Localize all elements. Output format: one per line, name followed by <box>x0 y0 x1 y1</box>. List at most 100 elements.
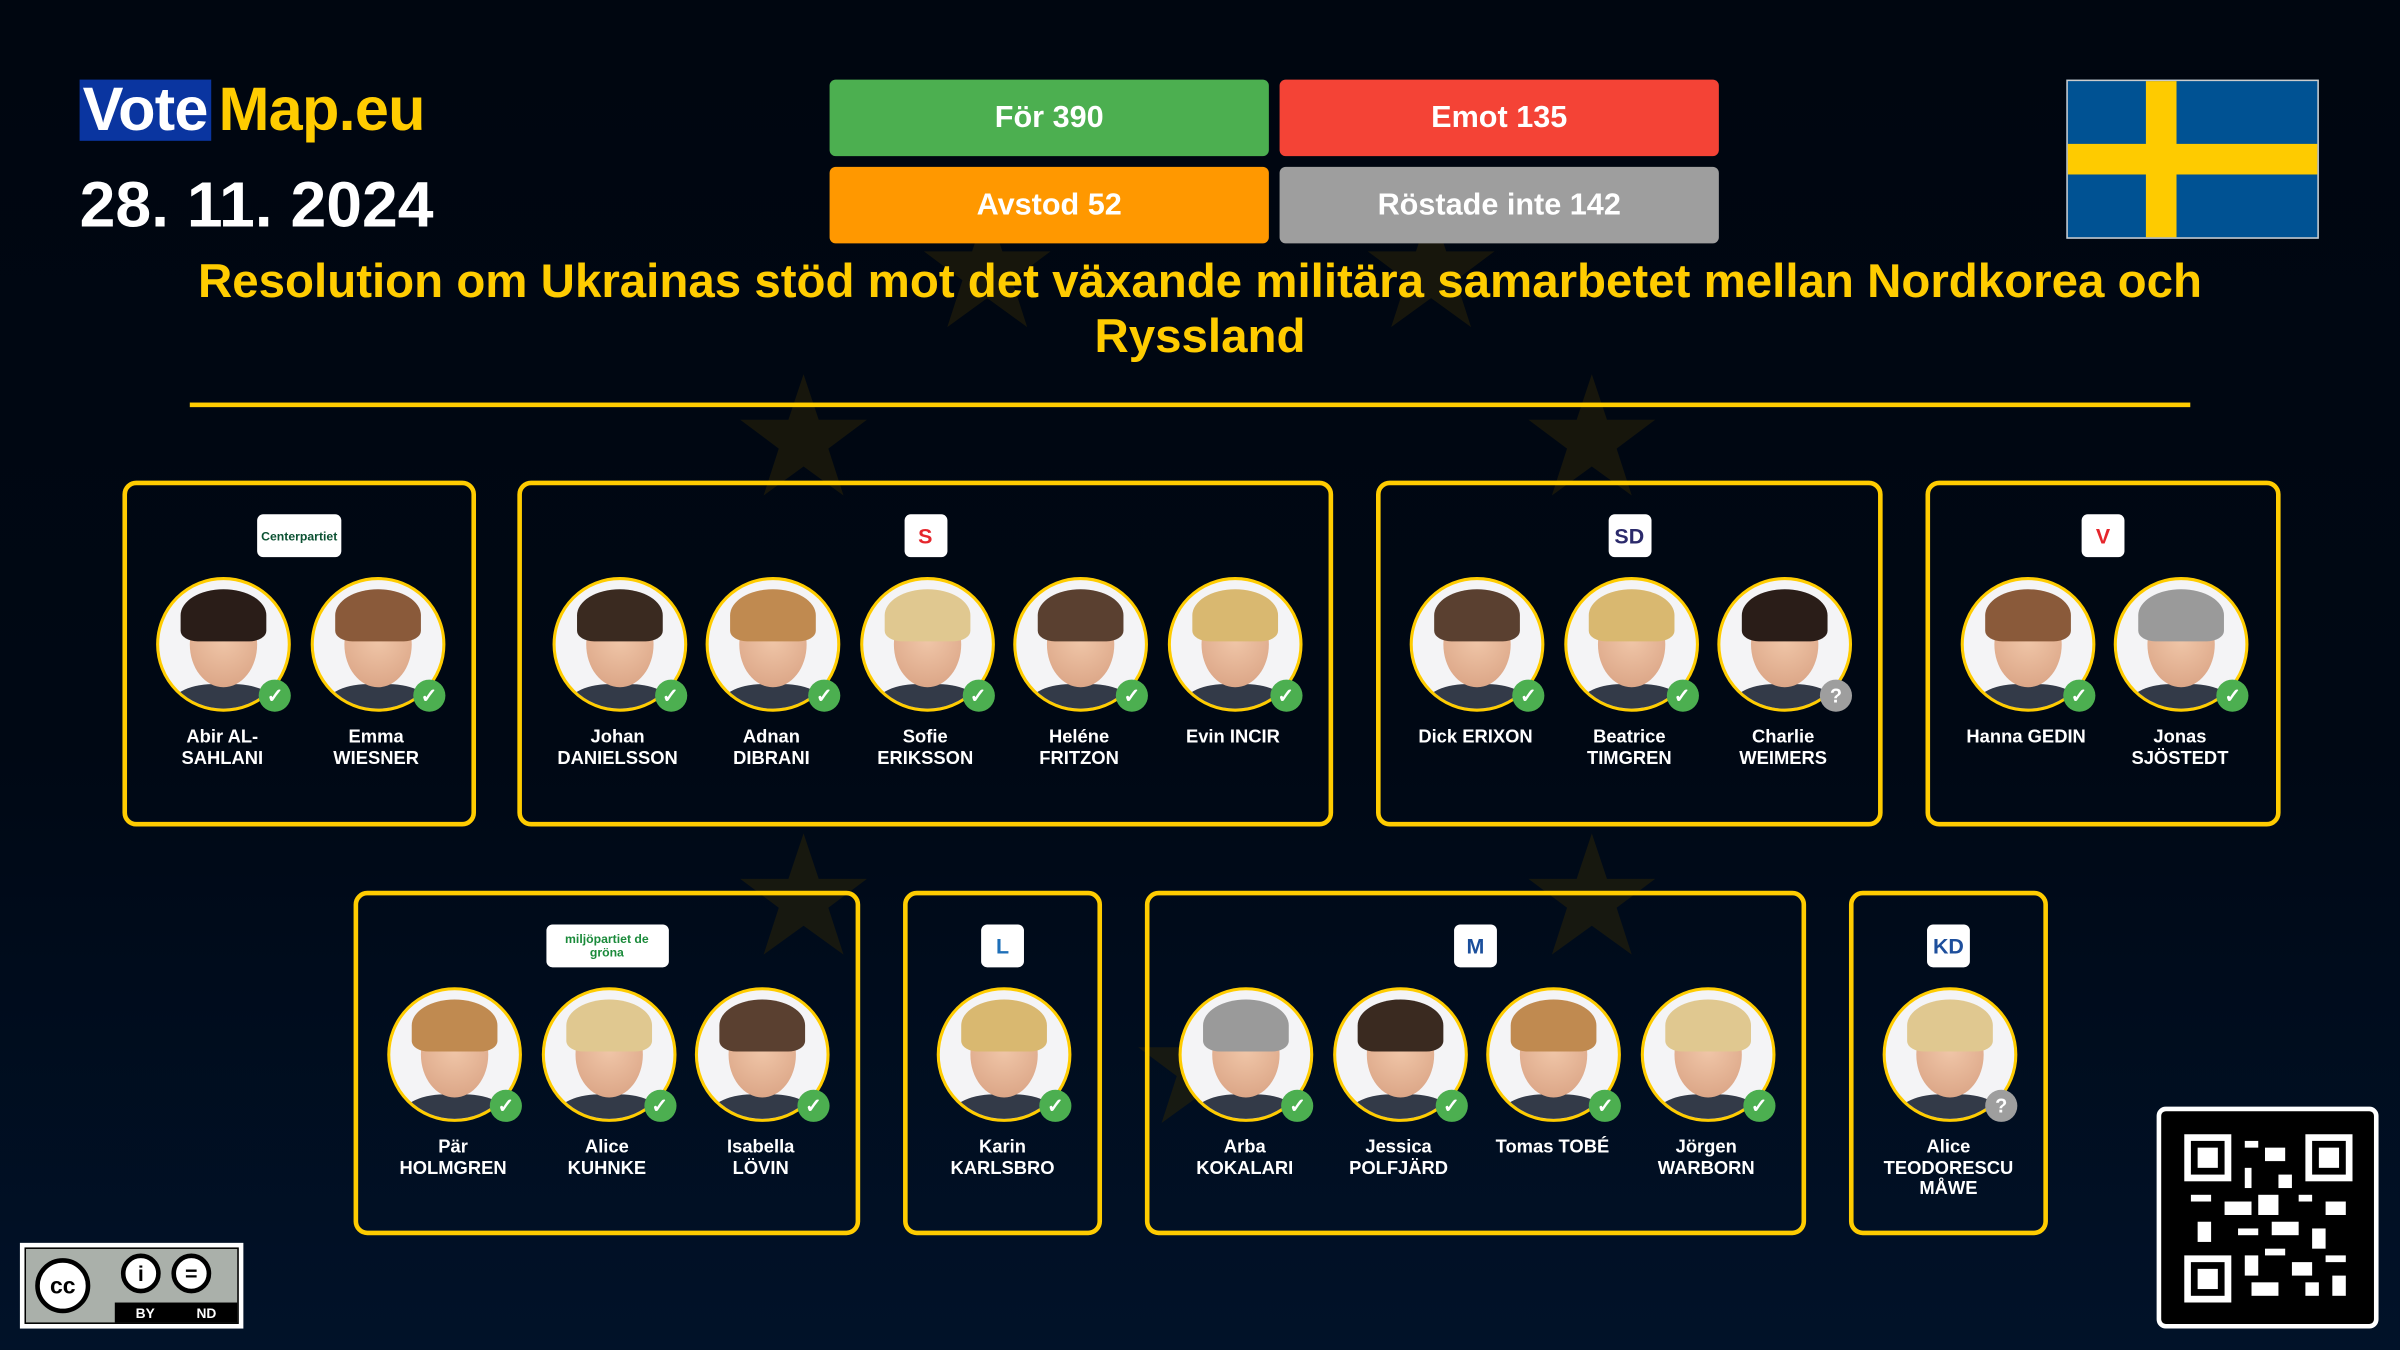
mep-card[interactable]: ✓ Pär HOLMGREN <box>376 987 530 1178</box>
mep-card[interactable]: ✓ Hanna GEDIN <box>1949 577 2103 768</box>
mep-name-line: Arba <box>1223 1135 1266 1158</box>
party-logo: L <box>981 924 1024 968</box>
result-not-voted: Röstade inte 142 <box>1279 166 1719 244</box>
resolution-title: Resolution om Ukrainas stöd mot det växa… <box>197 254 2202 363</box>
divider <box>189 402 2191 408</box>
party-logo: KD <box>1927 924 1970 968</box>
mep-name: Abir AL- SAHLANI <box>181 725 264 768</box>
mep-name: Alice KUHNKE <box>568 1135 647 1178</box>
mep-photo: ✓ <box>936 987 1072 1122</box>
vote-for-check-icon: ✓ <box>2216 679 2249 712</box>
mep-card[interactable]: ✓ Emma WIESNER <box>299 577 453 768</box>
logo-vote: Vote <box>79 80 211 141</box>
vote-for-check-icon: ✓ <box>489 1089 522 1122</box>
mep-name-line: WIESNER <box>333 746 420 768</box>
logo-map: Map.eu <box>218 75 425 144</box>
party-group: M ✓ Arba KOKALARI ✓ Jessica POLFJÄRD ✓ Tomas TOB… <box>1144 890 1807 1236</box>
mep-name: Jessica POLFJÄRD <box>1349 1136 1449 1178</box>
mep-card[interactable]: ✓ Karin KARLSBRO <box>926 987 1080 1178</box>
party-group: V ✓ Hanna GEDIN ✓ Jonas SJÖSTEDT <box>1925 480 2281 827</box>
mep-photo: ✓ <box>1013 577 1148 712</box>
mep-name-line: HOLMGREN <box>399 1156 507 1178</box>
mep-photo: ✓ <box>2114 577 2249 712</box>
vote-for-check-icon: ✓ <box>808 679 841 712</box>
mep-card[interactable]: ✓ Abir AL- SAHLANI <box>145 577 299 768</box>
mep-name: Jörgen WARBORN <box>1657 1135 1755 1178</box>
mep-name-line: Abir AL- <box>186 725 259 747</box>
mep-card[interactable]: ✓ Arba KOKALARI <box>1168 987 1322 1178</box>
mep-photo: ✓ <box>310 577 446 712</box>
mep-name: Charlie WEIMERS <box>1739 725 1828 768</box>
mep-name-line: Beatrice <box>1593 725 1666 747</box>
mep-photo: ✓ <box>1409 577 1545 712</box>
vote-for-check-icon: ✓ <box>961 679 995 712</box>
party-group: L ✓ Karin KARLSBRO <box>903 890 1103 1236</box>
sweden-flag-icon <box>2066 79 2319 239</box>
mep-name-line: DIBRANI <box>733 746 810 768</box>
mep-name-line: SAHLANI <box>181 746 264 768</box>
party-logo: S <box>903 514 947 558</box>
mep-card[interactable]: ✓ Jörgen WARBORN <box>1629 987 1783 1178</box>
vote-for-check-icon: ✓ <box>259 679 292 712</box>
mep-name-line: MÅWE <box>1919 1177 1978 1199</box>
mep-name: Emma WIESNER <box>333 725 420 768</box>
mep-photo: ✓ <box>156 577 292 712</box>
mep-name-line: Jörgen <box>1675 1135 1737 1158</box>
qr-code[interactable] <box>2156 1106 2379 1329</box>
vote-for-check-icon: ✓ <box>643 1089 676 1122</box>
mep-name-line: POLFJÄRD <box>1349 1156 1449 1178</box>
mep-card[interactable]: ✓ Evin INCIR <box>1156 577 1310 768</box>
mep-photo: ✓ <box>1167 577 1302 712</box>
mep-photo: ✓ <box>1960 577 2096 712</box>
eu-star-decoration <box>1523 367 1661 505</box>
mep-photo: ✓ <box>387 987 522 1122</box>
mep-photo: ✓ <box>541 987 676 1122</box>
mep-name: Hanna GEDIN <box>1966 725 2086 748</box>
eu-star-decoration <box>735 367 873 505</box>
mep-card[interactable]: ✓ Beatrice TIMGREN <box>1552 577 1706 768</box>
mep-name: Dick ERIXON <box>1418 726 1532 748</box>
vote-for-check-icon: ✓ <box>1512 679 1545 712</box>
mep-card[interactable]: ✓ Heléne FRITZON <box>1002 577 1156 768</box>
mep-name: Adnan DIBRANI <box>733 726 810 768</box>
mep-card[interactable]: ? Alice TEODORESCU MÅWE <box>1872 987 2026 1199</box>
party-logo: V <box>2081 514 2125 558</box>
mep-name-line: Emma <box>348 725 404 747</box>
mep-name-line: Isabella <box>727 1135 795 1158</box>
mep-card[interactable]: ✓ Tomas TOBÉ <box>1475 987 1629 1178</box>
mep-name-line: Alice <box>584 1135 629 1158</box>
mep-name: Karin KARLSBRO <box>951 1136 1055 1178</box>
mep-photo: ✓ <box>1178 987 1314 1122</box>
mep-card[interactable]: ✓ Sofie ERIKSSON <box>848 577 1002 768</box>
mep-name-line: TIMGREN <box>1586 746 1672 768</box>
mep-card[interactable]: ✓ Jonas SJÖSTEDT <box>2103 577 2257 768</box>
mep-name-line: Hanna GEDIN <box>1966 725 2086 747</box>
mep-name-line: Johan <box>590 725 645 747</box>
mep-card[interactable]: ✓ Isabella LÖVIN <box>684 987 838 1178</box>
mep-photo: ✓ <box>1640 987 1776 1122</box>
mep-card[interactable]: ✓ Johan DANIELSSON <box>541 577 695 768</box>
votemap-logo[interactable]: Vote Map.eu <box>79 76 426 143</box>
mep-name: Jonas SJÖSTEDT <box>2131 726 2229 768</box>
mep-name-line: WEIMERS <box>1739 746 1828 768</box>
mep-card[interactable]: ✓ Adnan DIBRANI <box>695 577 849 768</box>
mep-name-line: Pär <box>438 1135 468 1158</box>
party-group: miljöpartiet de gröna ✓ Pär HOLMGREN ✓ Alice K… <box>353 890 861 1236</box>
mep-card[interactable]: ✓ Dick ERIXON <box>1399 577 1553 768</box>
not-voted-question-icon: ? <box>1819 679 1853 712</box>
mep-name-line: ERIKSSON <box>877 746 974 768</box>
mep-name-line: Alice <box>1926 1135 1971 1158</box>
creative-commons-license-badge[interactable]: cc i = BY ND <box>19 1242 244 1329</box>
vote-for-check-icon: ✓ <box>654 679 687 712</box>
mep-photo: ? <box>1882 987 2018 1122</box>
mep-card[interactable]: ? Charlie WEIMERS <box>1706 577 1860 768</box>
mep-name: Evin INCIR <box>1186 726 1280 748</box>
eu-star-decoration <box>918 199 1056 337</box>
mep-card[interactable]: ✓ Jessica POLFJÄRD <box>1322 987 1476 1178</box>
mep-name-line: WARBORN <box>1657 1156 1755 1178</box>
mep-card[interactable]: ✓ Alice KUHNKE <box>530 987 684 1178</box>
mep-name: Heléne FRITZON <box>1039 726 1119 768</box>
party-group: SD ✓ Dick ERIXON ✓ Beatrice TIMGREN? Charlie WE… <box>1376 480 1883 827</box>
mep-name-line: SJÖSTEDT <box>2131 746 2229 768</box>
mep-name-line: Charlie <box>1752 725 1815 747</box>
